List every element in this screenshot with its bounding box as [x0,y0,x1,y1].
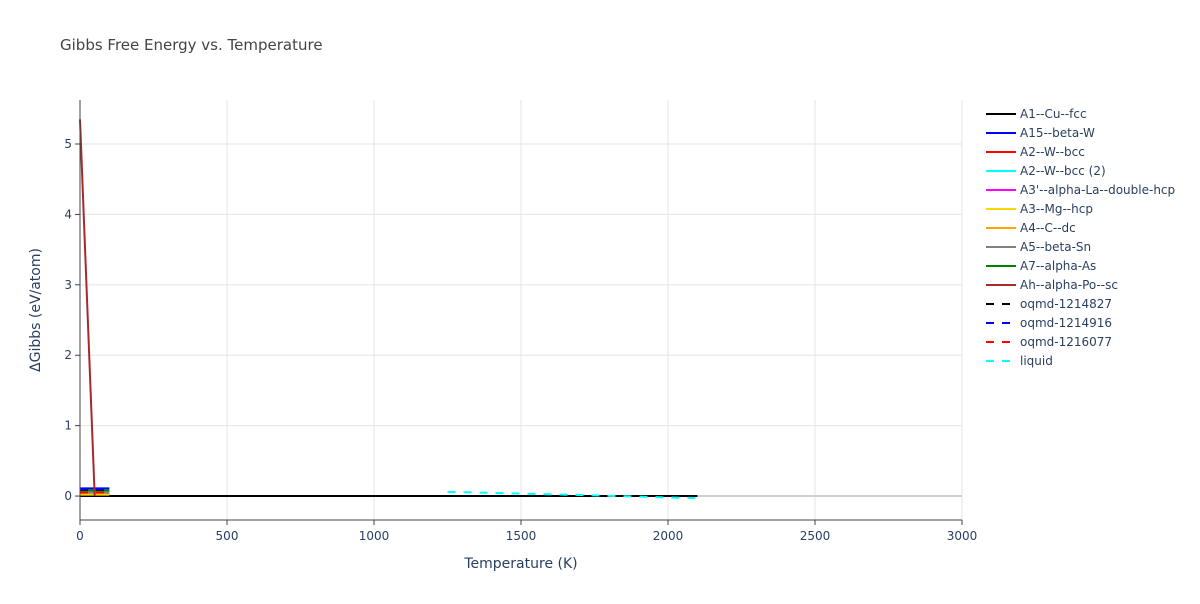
x-tick-label: 2000 [653,529,684,543]
x-tick-label: 3000 [947,529,978,543]
legend-label: Ah--alpha-Po--sc [1020,278,1118,292]
legend-label: liquid [1020,354,1053,368]
x-axis-title: Temperature (K) [463,556,577,572]
legend-label: oqmd-1216077 [1020,335,1112,349]
legend-label: A2--W--bcc [1020,145,1085,159]
legend-label: A7--alpha-As [1020,259,1096,273]
legend-label: A1--Cu--fcc [1020,107,1087,121]
legend-label: A2--W--bcc (2) [1020,164,1106,178]
y-tick-label: 3 [64,278,72,292]
y-axis-title: ΔGibbs (eV/atom) [28,248,44,372]
legend-label: A4--C--dc [1020,221,1076,235]
x-tick-label: 0 [76,529,84,543]
series-line [447,490,698,500]
legend-label: A15--beta-W [1020,126,1095,140]
legend-label: A5--beta-Sn [1020,240,1091,254]
y-tick-label: 0 [64,489,72,503]
legend-label: A3'--alpha-La--double-hcp [1020,183,1175,197]
legend-label: oqmd-1214916 [1020,316,1112,330]
plot-area [79,119,698,500]
y-tick-label: 1 [64,419,72,433]
y-tick-label: 5 [64,137,72,151]
chart-title: Gibbs Free Energy vs. Temperature [60,36,323,54]
series-line [79,119,96,497]
y-tick-label: 4 [64,207,72,221]
x-tick-label: 1000 [359,529,390,543]
x-tick-label: 1500 [506,529,537,543]
legend-label: A3--Mg--hcp [1020,202,1093,216]
legend-label: oqmd-1214827 [1020,297,1112,311]
grid: 0 500 1000 1500 2000 2500 3000 0 1 2 3 4 5 [64,100,977,543]
x-tick-label: 2500 [800,529,831,543]
legend: A1--Cu--fcc A15--beta-W A2--W--bcc A2--W--b… [986,107,1175,368]
x-tick-label: 500 [216,529,239,543]
y-tick-label: 2 [64,348,72,362]
